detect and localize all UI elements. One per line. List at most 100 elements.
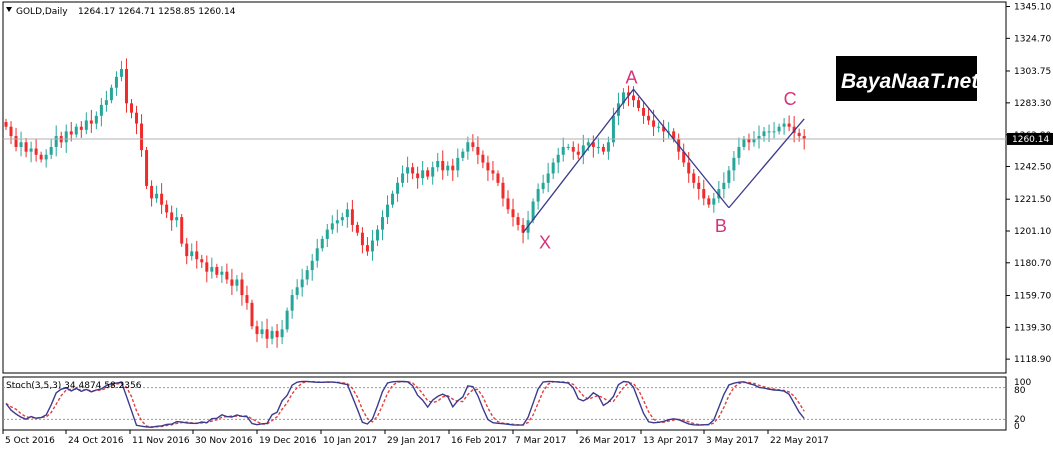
candle-body	[64, 131, 68, 143]
candle-body	[456, 157, 460, 171]
candle-body	[375, 229, 379, 241]
candle-body	[797, 132, 801, 137]
candle-body	[170, 212, 174, 221]
candle-body	[466, 142, 470, 152]
candle-body	[802, 136, 806, 139]
candle-body	[521, 224, 525, 233]
candle-body	[44, 154, 48, 160]
candle-body	[486, 162, 490, 171]
candle-body	[642, 108, 646, 116]
candle-body	[762, 131, 766, 137]
time-tick-label: 3 May 2017	[706, 436, 759, 446]
candle-body	[416, 173, 420, 179]
candle-body	[220, 271, 224, 275]
candle-body	[621, 92, 625, 104]
pattern-point-label: B	[715, 216, 727, 236]
price-tick-label: 1221.50	[1014, 195, 1051, 205]
candle-body	[315, 248, 319, 261]
candle-body	[752, 139, 756, 143]
candle-body	[747, 139, 751, 143]
candle-body	[14, 136, 18, 147]
candle-body	[596, 146, 600, 148]
candle-body	[687, 162, 691, 174]
candle-body	[39, 154, 43, 160]
candle-body	[175, 217, 179, 221]
candle-body	[476, 146, 480, 155]
price-tick-label: 1139.30	[1014, 323, 1051, 333]
price-tick-label: 1118.90	[1014, 355, 1051, 365]
candle-body	[250, 302, 254, 327]
candle-body	[335, 220, 339, 224]
candle-body	[305, 270, 309, 280]
candle-body	[652, 120, 656, 127]
time-tick-label: 7 Mar 2017	[515, 436, 566, 446]
candle-body	[491, 170, 495, 174]
candle-body	[576, 151, 580, 155]
time-tick-label: 16 Feb 2017	[451, 436, 507, 446]
stoch-axis-label: 80	[1014, 386, 1026, 396]
time-tick-label: 5 Oct 2016	[5, 436, 55, 446]
candle-body	[611, 115, 615, 143]
candle-body	[657, 126, 661, 128]
candle-body	[225, 271, 229, 280]
stoch-axis-label: 0	[1014, 422, 1020, 432]
candle-body	[34, 148, 38, 155]
candle-body	[295, 287, 299, 296]
candle-body	[461, 151, 465, 158]
candle-body	[411, 167, 415, 174]
candle-body	[365, 245, 369, 252]
time-tick-label: 11 Nov 2016	[132, 436, 190, 446]
candle-body	[195, 251, 199, 260]
candle-body	[210, 267, 214, 272]
stoch-axis-label: 100	[1014, 378, 1031, 388]
candle-body	[200, 259, 204, 263]
candle-body	[626, 92, 630, 96]
time-tick-label: 29 Jan 2017	[387, 436, 441, 446]
candle-body	[632, 95, 635, 101]
pattern-point-label: C	[784, 89, 797, 109]
candle-body	[637, 100, 641, 108]
candle-body	[672, 131, 676, 140]
xabc-pattern-layer: X A B C	[522, 67, 805, 253]
time-axis: 5 Oct 2016 24 Oct 2016 11 Nov 2016 30 Nov 2…	[2, 430, 829, 446]
candle-body	[235, 279, 239, 286]
candle-body	[601, 146, 605, 152]
candle-body	[421, 170, 425, 179]
candle-body	[280, 329, 284, 338]
time-tick-label: 22 May 2017	[770, 436, 829, 446]
current-price-badge	[1007, 132, 1053, 145]
candle-body	[330, 223, 334, 230]
price-tick-label: 1180.70	[1014, 259, 1051, 269]
candle-body	[130, 103, 133, 113]
candle-body	[536, 189, 540, 202]
candle-body	[581, 145, 585, 155]
candle-body	[245, 295, 249, 303]
candle-body	[265, 329, 269, 339]
candle-body	[104, 100, 108, 105]
candle-body	[24, 142, 28, 152]
pattern-leg	[632, 88, 730, 209]
time-tick-label: 19 Dec 2016	[259, 436, 317, 446]
candle-body	[29, 148, 33, 152]
collapse-triangle-icon[interactable]	[6, 7, 12, 12]
price-tick-label: 1324.70	[1014, 34, 1051, 44]
candle-body	[190, 251, 194, 257]
candle-body	[692, 173, 696, 183]
time-tick-label: 24 Oct 2016	[68, 436, 124, 446]
candle-body	[757, 136, 761, 140]
candle-body	[320, 238, 324, 249]
candle-body	[370, 240, 374, 252]
candle-body	[787, 123, 791, 127]
candle-body	[240, 279, 244, 296]
candle-body	[451, 165, 455, 171]
candle-body	[99, 104, 103, 116]
candle-body	[310, 260, 314, 271]
candle-body	[255, 326, 259, 335]
candle-body	[49, 146, 53, 155]
candle-body	[205, 262, 209, 272]
candle-body	[566, 146, 570, 148]
price-tick-label: 1242.50	[1014, 162, 1051, 172]
candle-body	[551, 162, 555, 174]
